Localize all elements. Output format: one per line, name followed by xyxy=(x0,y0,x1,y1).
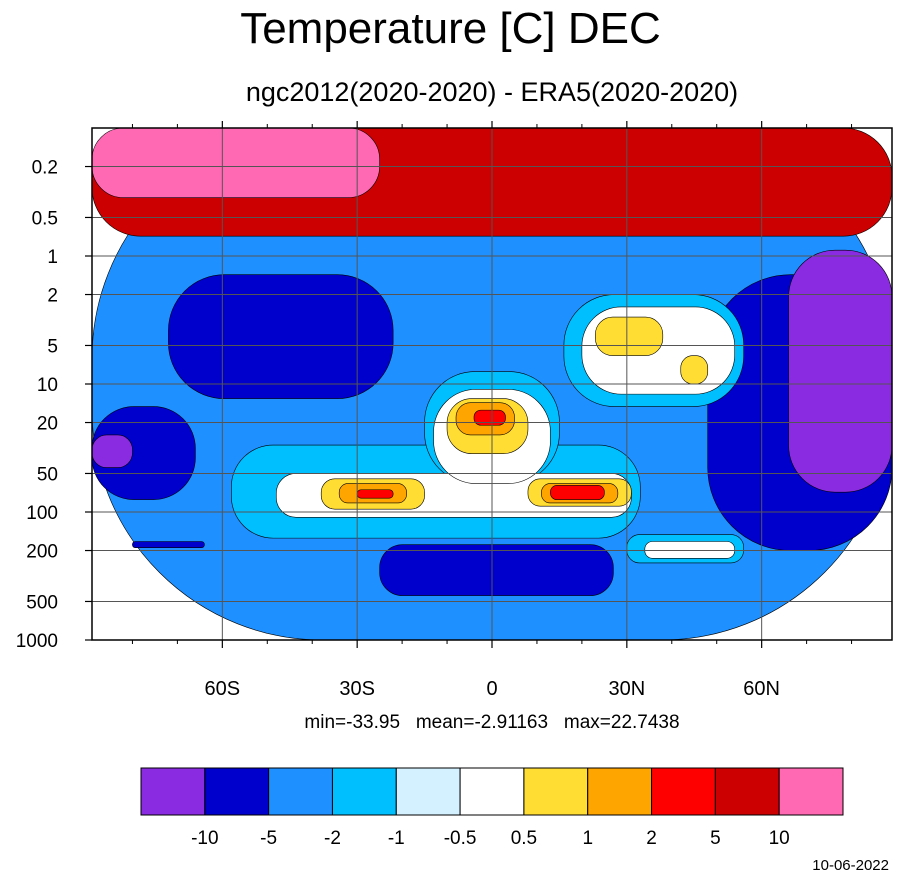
colorbar-label-0: -10 xyxy=(191,828,218,849)
y-tick-label-0: 0.2 xyxy=(32,158,58,179)
x-tick-label-1: 30S xyxy=(339,678,375,700)
x-tick-label-0: 60S xyxy=(205,678,241,700)
y-tick-label-2: 1 xyxy=(47,247,58,268)
y-tick-label-7: 50 xyxy=(37,464,58,485)
y-tick-label-6: 20 xyxy=(37,414,58,435)
contour-region-28 xyxy=(473,409,506,426)
colorbar-label-3: -1 xyxy=(388,828,405,849)
contour-region-21 xyxy=(595,316,664,356)
colorbar-label-5: 0.5 xyxy=(511,828,537,849)
colorbar-swatch-6 xyxy=(523,767,589,816)
contour-region-7 xyxy=(92,434,133,468)
y-tick-label-5: 10 xyxy=(37,375,58,396)
contour-region-9 xyxy=(132,541,205,548)
y-tick-label-8: 100 xyxy=(26,503,58,524)
contour-region-2 xyxy=(92,128,380,198)
colorbar-swatch-8 xyxy=(651,767,716,816)
colorbar-label-8: 5 xyxy=(710,828,721,849)
colorbar-label-2: -2 xyxy=(324,828,341,849)
colorbar-swatch-0 xyxy=(140,767,206,816)
colorbar-swatch-1 xyxy=(204,767,270,816)
y-tick-label-11: 1000 xyxy=(16,631,58,652)
chart-subtitle: ngc2012(2020-2020) - ERA5(2020-2020) xyxy=(245,77,739,107)
date-stamp: 10-06-2022 xyxy=(812,857,889,874)
contour-region-27 xyxy=(550,485,605,500)
contour-region-6 xyxy=(92,406,196,500)
colorbar-label-1: -5 xyxy=(260,828,277,849)
y-tick-label-1: 0.5 xyxy=(32,208,58,229)
contour-region-5 xyxy=(788,249,892,493)
colorbar-swatch-9 xyxy=(714,767,780,816)
colorbar-swatch-7 xyxy=(587,767,653,816)
colorbar-label-9: 10 xyxy=(769,828,790,849)
contour-region-3 xyxy=(168,274,394,399)
contour-region-22 xyxy=(680,355,709,385)
colorbar-swatch-2 xyxy=(268,767,333,816)
colorbar-swatch-4 xyxy=(395,767,461,816)
colorbar-swatch-5 xyxy=(459,767,525,816)
y-tick-label-9: 200 xyxy=(26,542,58,563)
stats-line: min=-33.95 mean=-2.91163 max=22.7438 xyxy=(304,712,680,733)
x-tick-label-3: 30N xyxy=(608,678,645,700)
contour-region-17 xyxy=(644,541,735,559)
y-tick-label-4: 5 xyxy=(47,336,58,357)
y-tick-label-10: 500 xyxy=(26,592,58,613)
colorbar: -10 -5 -2 -1 -0.5 0.5 1 2 5 10 xyxy=(140,767,844,849)
contour-region-8 xyxy=(379,544,614,596)
colorbar-swatch-10 xyxy=(778,767,844,816)
axes: 60S 30S 0 30N 60N 0.2 0.5 1 2 5 10 20 50 100 200 500 100… xyxy=(16,121,853,700)
contour-region-26 xyxy=(356,489,394,499)
x-tick-label-4: 60N xyxy=(743,678,780,700)
y-tick-label-3: 2 xyxy=(47,286,58,307)
colorbar-label-7: 2 xyxy=(646,828,657,849)
colorbar-label-4: -0.5 xyxy=(444,828,477,849)
x-tick-label-2: 0 xyxy=(486,678,497,700)
grid-lines xyxy=(92,128,892,641)
colorbar-swatch-3 xyxy=(331,767,397,816)
chart-title: Temperature [C] DEC xyxy=(240,4,661,53)
colorbar-label-6: 1 xyxy=(582,828,593,849)
